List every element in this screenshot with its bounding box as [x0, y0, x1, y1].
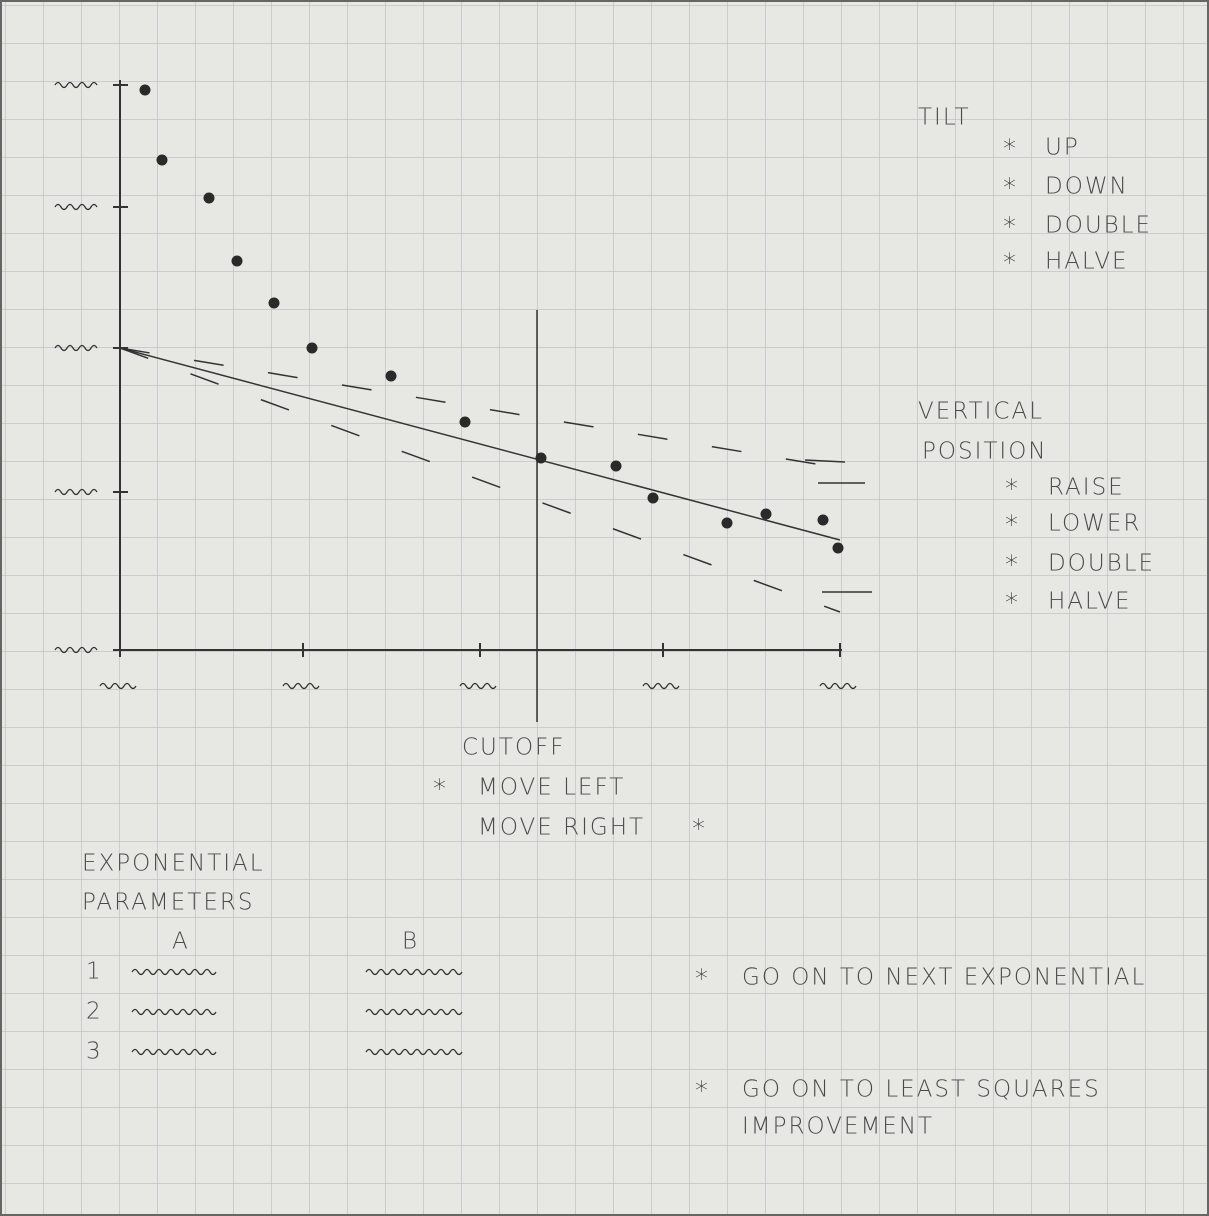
page: {"tilt": {"title": "TILT", "buttons": ["… [0, 0, 1209, 1216]
button-marker[interactable]: * [1003, 135, 1018, 165]
button-marker[interactable]: * [1005, 589, 1020, 619]
action[interactable]: GO ON TO NEXT EXPONENTIAL [742, 965, 1146, 991]
row-label: 2 [86, 999, 103, 1025]
point [269, 298, 280, 309]
params-title: PARAMETERS [82, 890, 254, 916]
sketch: TILT * UP * DOWN * DOUBLE * HALVE VERTICAL POSI… [0, 0, 1209, 1216]
button-marker[interactable]: * [695, 1077, 710, 1107]
point [204, 193, 215, 204]
row-label: 3 [86, 1039, 103, 1065]
button-label[interactable]: DOUBLE [1045, 213, 1152, 239]
button-marker[interactable]: * [1003, 249, 1018, 279]
button-label[interactable]: HALVE [1048, 589, 1132, 615]
button-marker[interactable]: * [1003, 213, 1018, 243]
graph-paper [0, 0, 1209, 1216]
point [761, 509, 772, 520]
vertical-title: POSITION [922, 439, 1048, 465]
button-label[interactable]: LOWER [1048, 511, 1141, 537]
tilt-title: TILT [918, 105, 971, 131]
point [722, 518, 733, 529]
button-marker[interactable]: * [1005, 475, 1020, 505]
button-marker[interactable]: * [433, 775, 448, 805]
params-title: EXPONENTIAL [82, 851, 265, 877]
button-marker[interactable]: * [1003, 174, 1018, 204]
point [536, 453, 547, 464]
point [833, 543, 844, 554]
button-marker[interactable]: * [695, 965, 710, 995]
point [818, 515, 829, 526]
action[interactable]: GO ON TO LEAST SQUARES [742, 1077, 1101, 1103]
action[interactable]: IMPROVEMENT [742, 1114, 934, 1140]
point [232, 256, 243, 267]
point [386, 371, 397, 382]
button-marker[interactable]: * [1005, 511, 1020, 541]
row-label: 1 [86, 959, 103, 985]
button-label[interactable]: RAISE [1048, 475, 1125, 501]
point [460, 417, 471, 428]
point [611, 461, 622, 472]
vertical-title: VERTICAL [918, 399, 1044, 425]
button-label[interactable]: DOWN [1045, 174, 1129, 200]
point [140, 85, 151, 96]
point [157, 155, 168, 166]
button-marker[interactable]: * [692, 815, 707, 845]
cutoff-title: CUTOFF [462, 735, 566, 761]
button-marker[interactable]: * [1005, 551, 1020, 581]
cutoff-left[interactable]: MOVE LEFT [478, 775, 625, 801]
cutoff-right[interactable]: MOVE RIGHT [478, 815, 645, 841]
button-label[interactable]: DOUBLE [1048, 551, 1155, 577]
column-header: A [172, 929, 190, 955]
point [648, 493, 659, 504]
button-label[interactable]: UP [1045, 135, 1080, 161]
column-header: B [402, 929, 419, 955]
button-label[interactable]: HALVE [1045, 249, 1129, 275]
point [307, 343, 318, 354]
